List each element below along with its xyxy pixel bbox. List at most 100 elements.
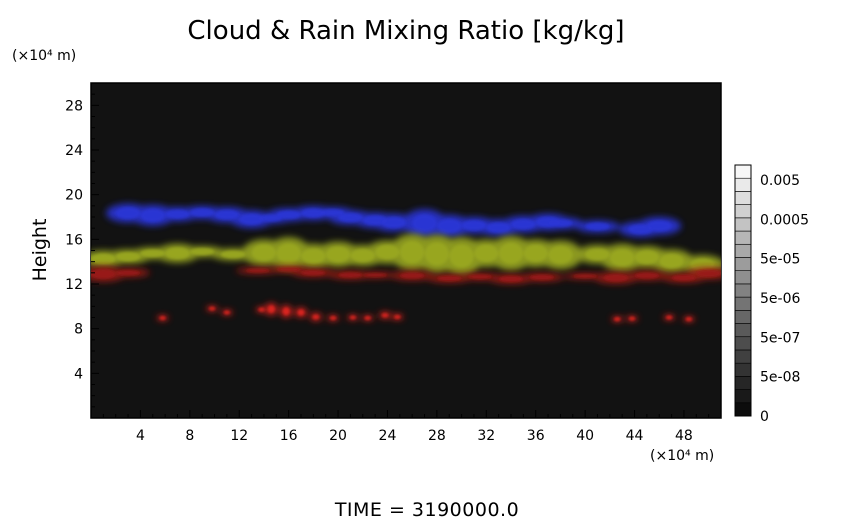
data-cell-core <box>437 275 462 282</box>
data-cell-core <box>115 252 141 261</box>
data-cell-core <box>696 269 721 278</box>
data-cell-core <box>486 222 511 233</box>
data-cell-core <box>511 219 536 230</box>
data-cell-core <box>301 248 326 264</box>
y-tick-label: 8 <box>74 322 83 338</box>
data-cell-core <box>338 272 363 278</box>
data-cell-core <box>268 305 275 313</box>
colorbar-level <box>734 349 752 364</box>
data-cell-core <box>685 317 693 322</box>
data-cell-core <box>115 270 141 276</box>
data-cell-core <box>208 306 216 311</box>
y-tick-label: 28 <box>65 98 83 114</box>
colorbar-label: 5e-06 <box>760 291 800 307</box>
colorbar-level <box>734 243 752 258</box>
data-cell-core <box>115 207 141 219</box>
colorbar-level <box>734 376 752 390</box>
data-cell-core <box>325 246 351 263</box>
data-cell-core <box>381 217 406 228</box>
colorbar-level <box>734 217 752 232</box>
data-cell-core <box>214 210 239 220</box>
data-cell-core <box>301 270 326 276</box>
data-cell-core <box>220 250 246 259</box>
colorbar-level <box>734 336 752 351</box>
data-cell-core <box>529 274 554 280</box>
time-label: TIME = 3190000.0 <box>334 499 519 519</box>
data-cell-core <box>363 273 388 278</box>
data-cell-core <box>375 245 400 260</box>
y-tick-label: 16 <box>65 232 83 248</box>
data-cell-core <box>634 250 659 264</box>
x-tick-label: 48 <box>675 428 693 444</box>
data-cell-core <box>91 269 116 279</box>
colorbar: 0.005 0.0005 5e-05 5e-06 5e-07 5e-08 0 <box>734 164 809 425</box>
x-tick-label: 44 <box>626 428 644 444</box>
data-cell-core <box>613 317 621 322</box>
colorbar-frame <box>734 164 752 417</box>
data-cell-core <box>350 249 375 262</box>
data-cell-core <box>394 314 401 319</box>
data-cell-core <box>91 253 116 264</box>
y-axis-label: Height <box>29 219 51 282</box>
data-cell-core <box>245 268 270 273</box>
data-cell-core <box>647 220 672 232</box>
data-cell-core <box>190 208 215 217</box>
data-cell-core <box>474 244 499 262</box>
data-layers <box>91 203 721 322</box>
data-cell-core <box>349 315 357 320</box>
x-tick-label: 32 <box>477 428 495 444</box>
x-tick-label: 36 <box>527 428 545 444</box>
data-cell-core <box>437 219 462 233</box>
data-cell-core <box>258 307 265 312</box>
colorbar-label: 0 <box>760 409 769 425</box>
data-cell-core <box>468 274 493 280</box>
colorbar-level <box>734 204 752 219</box>
data-cell-core <box>381 313 389 318</box>
x-tick-label: 28 <box>428 428 446 444</box>
data-cell-core <box>585 222 610 231</box>
data-cell-core <box>165 209 190 219</box>
data-layer <box>106 203 682 238</box>
x-tick-label: 16 <box>280 428 298 444</box>
data-cell-core <box>282 307 290 316</box>
data-cell-core <box>276 210 301 219</box>
colorbar-level <box>734 402 752 417</box>
x-tick-label: 8 <box>185 428 194 444</box>
data-cell-core <box>610 249 635 267</box>
data-layer <box>91 266 721 284</box>
colorbar-level <box>734 191 752 205</box>
colorbar-level <box>734 362 752 377</box>
colorbar-level <box>734 389 752 404</box>
y-tick-label: 20 <box>65 188 83 204</box>
data-cell-core <box>297 309 305 316</box>
colorbar-level <box>734 270 752 285</box>
y-unit-label: (×10⁴ m) <box>12 48 76 64</box>
y-tick-label: 24 <box>65 143 83 159</box>
data-cell-core <box>548 246 573 264</box>
colorbar-level <box>734 230 752 245</box>
y-tick-label: 4 <box>74 366 83 382</box>
x-tick-label: 24 <box>379 428 397 444</box>
data-cell-core <box>424 242 449 266</box>
data-cell-core <box>634 272 659 279</box>
colorbar-level <box>734 164 752 179</box>
data-layer <box>156 302 695 322</box>
data-cell-core <box>319 209 344 216</box>
data-cell-core <box>498 275 524 282</box>
colorbar-level <box>734 283 752 298</box>
data-cell-core <box>659 254 684 269</box>
colorbar-label: 0.005 <box>760 173 800 189</box>
data-cell-core <box>312 314 320 320</box>
data-cell-core <box>329 316 337 321</box>
colorbar-label: 0.0005 <box>760 212 809 228</box>
colorbar-label: 5e-07 <box>760 330 800 346</box>
data-cell-core <box>585 248 610 261</box>
data-cell-core <box>251 244 277 261</box>
data-cell-core <box>190 248 215 255</box>
data-cell-core <box>461 220 487 231</box>
data-cell-core <box>671 274 697 281</box>
y-axis-ticks: 4 8 12 16 20 24 28 <box>65 93 99 408</box>
data-cell-core <box>140 249 165 257</box>
data-cell-core <box>665 315 673 320</box>
